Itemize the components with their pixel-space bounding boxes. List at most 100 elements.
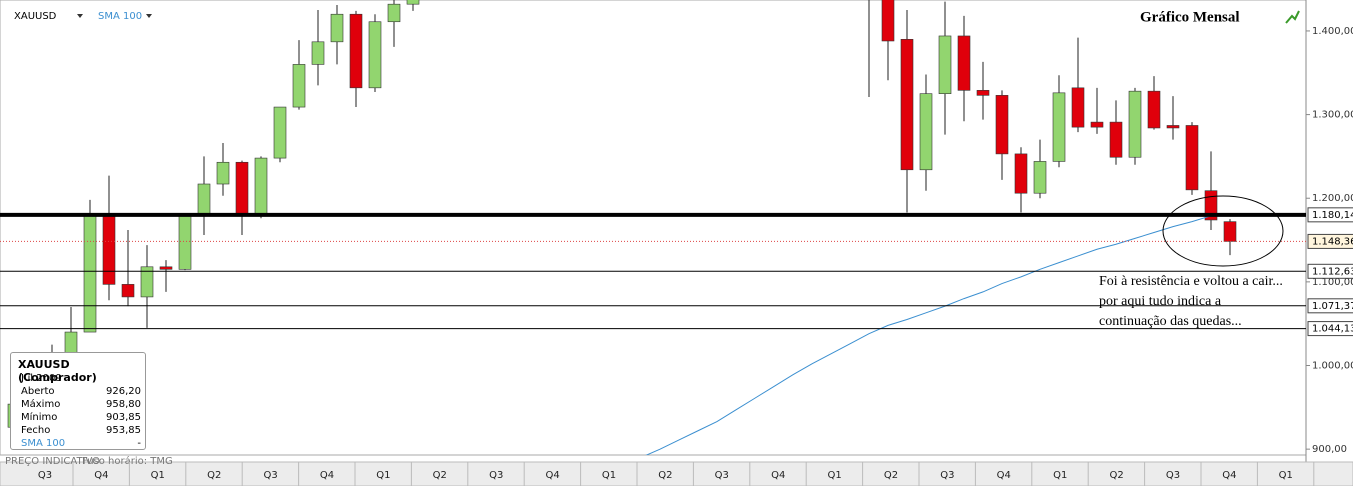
trend-icon[interactable]	[1285, 10, 1300, 24]
x-tick-label: Q4	[320, 470, 334, 481]
tooltip-label: Mínimo	[21, 412, 58, 423]
tooltip-label: Máximo	[21, 399, 61, 410]
candle-body	[159, 266, 173, 270]
candle-body	[995, 95, 1009, 155]
tooltip-date: Jul 2009	[21, 373, 62, 384]
dropdown-icon[interactable]	[146, 14, 152, 18]
x-tick-label: Q3	[1166, 470, 1180, 481]
level-label-box	[1307, 321, 1353, 337]
x-tick-label: Q1	[376, 470, 390, 481]
tooltip-row: SMA 100 -	[21, 438, 141, 451]
y-tick-label: 1.400,00	[1312, 26, 1353, 37]
x-tick-label: Q4	[997, 470, 1011, 481]
tooltip-value: -	[137, 438, 141, 449]
sma-line	[645, 215, 1212, 455]
y-tick-label: 1.000,00	[1312, 361, 1353, 372]
candle-body	[140, 266, 154, 298]
tooltip-value: 953,85	[106, 425, 141, 436]
candle-body	[254, 157, 268, 215]
x-tick-label: Q2	[658, 470, 672, 481]
candle-body	[197, 183, 211, 216]
candle-body	[957, 35, 971, 91]
candle-body	[938, 35, 952, 94]
symbol[interactable]: XAUUSD	[14, 11, 57, 22]
highlight-ellipse	[1162, 195, 1284, 267]
x-tick-label: Q4	[1222, 470, 1236, 481]
level-label-box	[1307, 298, 1353, 314]
candle-body	[121, 284, 135, 298]
candle-body	[349, 13, 363, 89]
tooltip-value: 958,80	[106, 399, 141, 410]
candle-body	[1128, 90, 1142, 158]
time-axis	[0, 461, 1353, 486]
candle-body	[292, 64, 306, 108]
plot-area	[0, 0, 1307, 456]
footer-note: PREÇO INDICATIVO	[5, 456, 100, 467]
candle-body	[311, 41, 325, 65]
level-label: 1.071,37	[1312, 301, 1353, 312]
tooltip-row: Máximo 958,80	[21, 399, 141, 412]
x-tick-label: Q1	[1053, 470, 1067, 481]
x-tick-label: Q2	[207, 470, 221, 481]
candle-body	[406, 0, 420, 5]
x-tick-label: Q4	[94, 470, 108, 481]
candle-body	[368, 21, 382, 89]
candle-body	[83, 214, 97, 333]
tooltip-value: 903,85	[106, 412, 141, 423]
y-tick-label: 1.300,00	[1312, 110, 1353, 121]
tooltip-title: XAUUSD (Comprador)	[18, 358, 97, 384]
candle-body	[919, 93, 933, 171]
x-tick-label: Q2	[1109, 470, 1123, 481]
x-tick-label: Q1	[1279, 470, 1293, 481]
candle-body	[1033, 161, 1047, 194]
tooltip-row: Mínimo 903,85	[21, 412, 141, 425]
candle-body	[273, 106, 287, 159]
level-label: 1.044,13	[1312, 324, 1353, 335]
candle-body	[1071, 87, 1085, 128]
x-tick-label: Q3	[940, 470, 954, 481]
tooltip-value: 926,20	[106, 386, 141, 397]
x-tick-label: Q4	[771, 470, 785, 481]
x-tick-label: Q3	[715, 470, 729, 481]
tooltip-label: Fecho	[21, 425, 51, 436]
candle-body	[216, 161, 230, 185]
candle-body	[1223, 221, 1237, 242]
y-tick-label: 900,00	[1312, 444, 1347, 455]
candle-body	[1090, 121, 1104, 128]
candle-body	[1014, 153, 1028, 194]
x-tick-label: Q1	[602, 470, 616, 481]
candle-body	[976, 90, 990, 96]
candle-body	[1109, 121, 1123, 158]
candle-body	[102, 214, 116, 285]
dropdown-icon[interactable]	[77, 14, 83, 18]
candle-body	[1204, 190, 1218, 221]
candle-body	[900, 39, 914, 171]
level-label-box	[1307, 207, 1353, 223]
chart-title: Gráfico Mensal	[1140, 9, 1240, 25]
x-tick-label: Q3	[489, 470, 503, 481]
level-label: 1.180,14	[1312, 210, 1353, 221]
level-label: 1.112,63	[1312, 266, 1353, 277]
tooltip-label: SMA 100	[21, 438, 66, 449]
level-label: 1.148,36	[1312, 236, 1353, 247]
candle-body	[235, 161, 249, 215]
y-tick-label: 1.100,00	[1312, 277, 1353, 288]
x-tick-label: Q2	[884, 470, 898, 481]
x-tick-label: Q2	[433, 470, 447, 481]
level-label-box	[1307, 263, 1353, 279]
tooltip-row: Aberto 926,20	[21, 386, 141, 399]
candle-body	[387, 3, 401, 23]
candle-body	[1166, 125, 1180, 129]
x-tick-label: Q3	[38, 470, 52, 481]
candle-body	[1147, 90, 1161, 129]
candle-body	[1185, 125, 1199, 191]
annotation: Foi à resistência e voltou a cair... por…	[1099, 274, 1283, 329]
tooltip: XAUUSD (Comprador) Jul 2009 Aberto 926,20…	[10, 352, 146, 450]
candle-body	[881, 0, 895, 42]
y-tick-label: 1.200,00	[1312, 193, 1353, 204]
indicator[interactable]: SMA 100	[98, 11, 142, 22]
footer-note: Fuso horário: TMG	[82, 455, 173, 467]
candle-body	[178, 214, 192, 270]
